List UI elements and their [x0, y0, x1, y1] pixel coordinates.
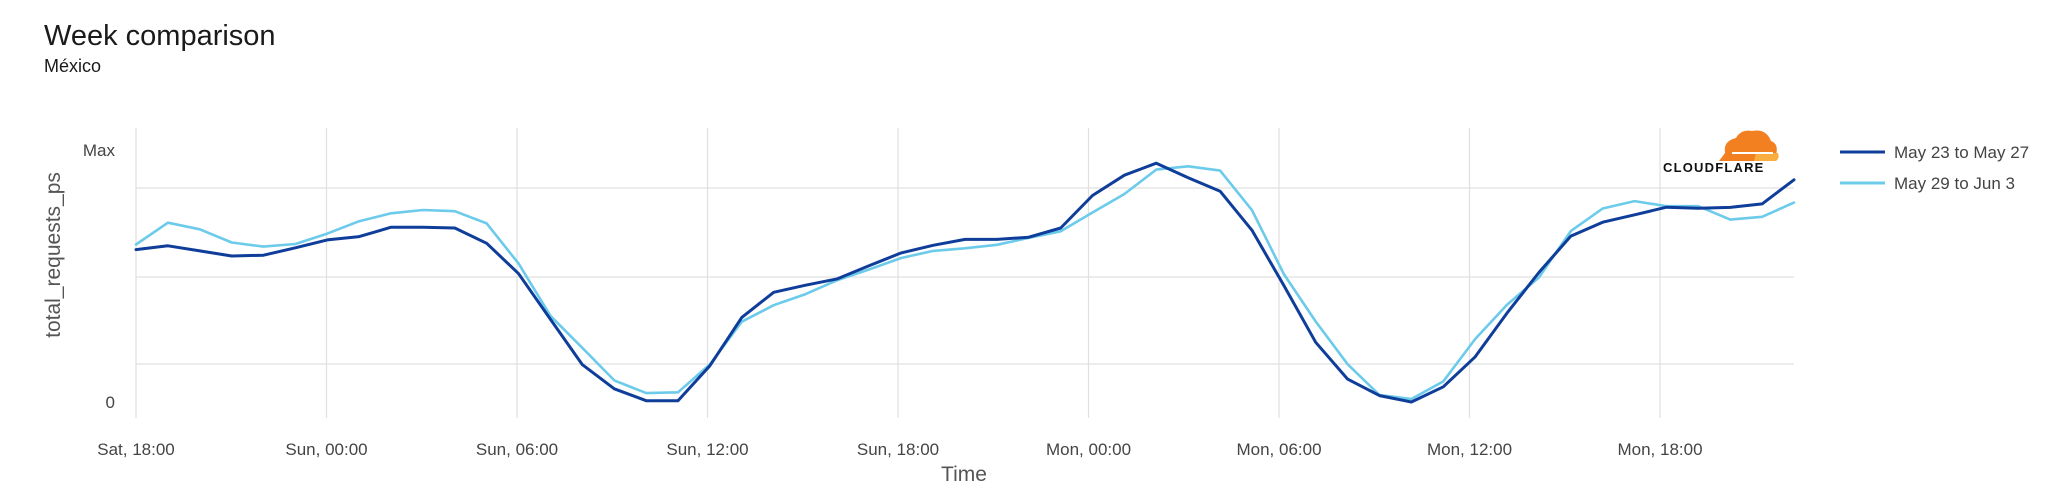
chart-subtitle: México	[44, 56, 102, 76]
x-axis-label: Time	[941, 463, 987, 486]
y-tick-label: Max	[83, 141, 116, 160]
series-lines	[134, 161, 1796, 404]
series-line-0	[134, 161, 1796, 404]
x-tick-label: Mon, 18:00	[1617, 440, 1702, 459]
x-tick-label: Sun, 18:00	[857, 440, 939, 459]
legend-item-series-1[interactable]: May 29 to Jun 3	[1840, 174, 2015, 193]
legend-label: May 23 to May 27	[1894, 143, 2029, 162]
x-tick-label: Sun, 12:00	[666, 440, 748, 459]
x-axis-ticks: Sat, 18:00 Sun, 00:00 Sun, 06:00 Sun, 12:00…	[97, 440, 1702, 459]
chart-title: Week comparison	[44, 20, 276, 52]
grid-lines	[135, 128, 1794, 418]
y-tick-label: 0	[106, 393, 115, 412]
legend-label: May 29 to Jun 3	[1894, 174, 2015, 193]
cloud-accent	[1754, 153, 1779, 161]
legend-item-series-0[interactable]: May 23 to May 27	[1840, 143, 2029, 162]
y-axis-label: total_requests_ps	[42, 172, 65, 338]
x-tick-label: Mon, 12:00	[1427, 440, 1512, 459]
legend: May 23 to May 27 May 29 to Jun 3	[1840, 143, 2029, 193]
y-axis-ticks: 0 Max	[83, 141, 116, 412]
cloud-icon	[1719, 130, 1779, 161]
x-tick-label: Sun, 06:00	[476, 440, 558, 459]
cloudflare-logo: CLOUDFLARE	[1663, 130, 1779, 175]
x-tick-label: Mon, 00:00	[1046, 440, 1131, 459]
x-tick-label: Sun, 00:00	[285, 440, 367, 459]
series-line-1	[134, 165, 1796, 401]
x-tick-label: Sat, 18:00	[97, 440, 175, 459]
x-tick-label: Mon, 06:00	[1236, 440, 1321, 459]
logo-wordmark: CLOUDFLARE	[1663, 160, 1765, 175]
